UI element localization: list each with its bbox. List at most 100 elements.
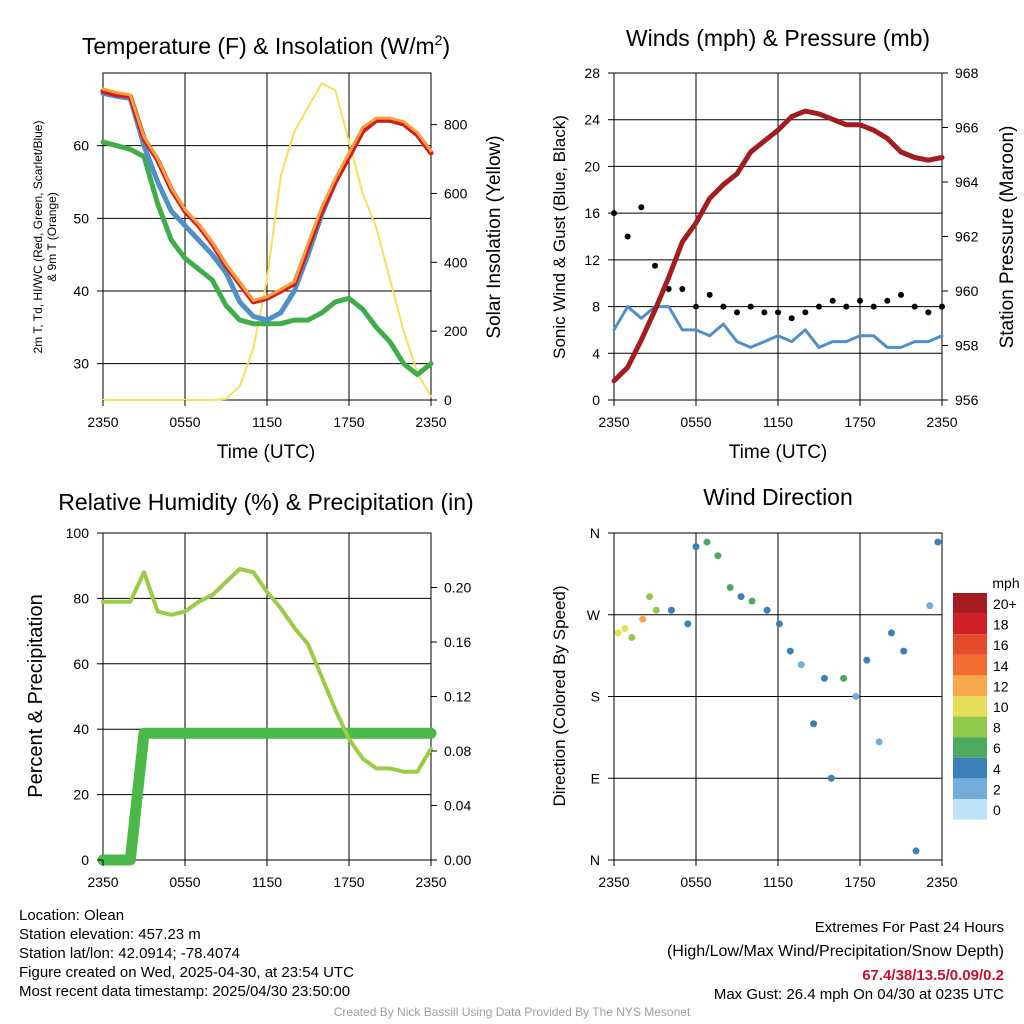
x-tick-label: 2350 [926,414,957,430]
right-tick-label: 962 [955,229,979,245]
dir-grid [614,533,942,860]
direction-point [639,615,647,623]
right-tick-label: 400 [444,254,468,270]
left-tick-label: 30 [73,356,89,372]
gust-point [693,303,699,310]
x-tick-label: 2350 [598,874,629,890]
x-tick-label: 1150 [763,414,793,430]
speed-legend-swatch [953,675,987,696]
direction-point [628,633,636,641]
series-station-pressure [611,108,945,384]
speed-legend-label: 12 [993,678,1009,694]
gust-point [761,309,768,316]
right-tick-label: 0.16 [444,634,471,650]
location-text: Location: Olean [19,907,125,924]
speed-legend-swatch [953,696,987,717]
direction-point [763,606,771,614]
series-sonic-wind [612,305,944,349]
direction-point [912,847,920,855]
wind-panel: Winds (mph) & Pressure (mb) 0 4 8 12 16 20 24 2… [550,25,1018,463]
gust-point [624,233,631,240]
wind-title: Winds (mph) & Pressure (mb) [626,25,930,51]
direction-point [748,597,756,605]
gust-point [802,309,809,316]
gust-point [884,297,891,304]
temp-ylabel-left-2: & 9m T (Orange) [45,192,59,282]
right-tick-label: 958 [955,338,979,354]
right-tick-label: 960 [955,283,979,299]
direction-point [934,538,942,546]
created-text: Figure created on Wed, 2025-04-30, at 23… [19,964,354,981]
speed-legend-swatch [953,778,987,799]
right-tick-label: 0.04 [444,798,471,814]
right-tick-label: 964 [955,174,979,190]
x-tick-label: 1750 [333,414,364,430]
x-tick-label: 1750 [333,874,364,890]
speed-legend-label: 4 [993,761,1001,777]
left-tick-label: 60 [73,656,89,672]
gust-point [665,286,672,293]
gust-point [706,291,713,298]
direction-point [621,624,629,632]
direction-point [714,552,722,560]
x-tick-label: 2350 [87,414,118,430]
left-tick-label: 12 [584,252,600,268]
x-tick-label: 2350 [598,414,629,430]
extremes-title: Extremes For Past 24 Hours [814,919,1004,936]
left-tick-label: 0 [81,852,89,868]
dir-left-axis: N E S W N [587,525,614,868]
speed-legend-label: 20+ [993,596,1017,612]
speed-legend-swatch [953,799,987,820]
gust-point [747,303,754,310]
speed-legend-label: 10 [993,699,1009,715]
left-tick-label: 40 [73,721,89,737]
x-tick-label: 0550 [169,874,200,890]
speed-legend-swatch [953,613,987,635]
speed-legend-swatch [953,757,987,779]
speed-legend-label: 8 [993,720,1001,736]
direction-point [900,647,908,655]
left-tick-label: 24 [584,112,600,128]
right-tick-label: 800 [444,117,468,133]
dir-x-axis: 2350 0550 1150 1750 2350 [598,860,958,890]
x-tick-label: 2350 [415,414,446,430]
gust-point [638,204,645,211]
right-tick-label: 0 [444,392,452,408]
series-precipitation [97,727,437,866]
left-tick-label: 60 [73,138,89,154]
direction-point [827,774,835,782]
direction-point [786,647,794,655]
rh-right-axis: 0.00 0.04 0.08 0.12 0.16 0.20 [431,580,471,868]
rh-panel: Relative Humidity (%) & Precipitation (i… [25,489,474,890]
direction-point [692,543,700,551]
wind-ylabel-left: Sonic Wind & Gust (Blue, Black) [550,115,569,359]
gust-point [843,303,850,310]
wind-xlabel: Time (UTC) [729,442,828,463]
elevation-text: Station elevation: 457.23 m [19,926,201,943]
gust-point [652,262,658,269]
credit-text: Created By Nick Bassill Using Data Provi… [333,1005,691,1019]
speed-legend-swatch [953,593,987,614]
temp-title: Temperature (F) & Insolation (W/m2) [82,32,450,59]
speed-legend-label: 6 [993,740,1001,756]
temp-left-axis: 30 40 50 60 [73,138,103,372]
left-tick-label: N [590,852,600,868]
temp-ylabel-left: 2m T, Td, HI/WC (Red, Green, Scarlet/Blu… [31,121,45,354]
gust-point [939,303,945,310]
wind-x-axis: 2350 0550 1150 1750 2350 [598,400,958,430]
gust-point [720,303,727,310]
speed-legend: mph 20+ 18 16 14 12 10 8 6 4 2 0 [953,575,1020,820]
direction-point [840,674,848,682]
direction-point [726,584,734,591]
speed-legend-swatch [953,737,987,758]
left-tick-label: 28 [584,65,600,81]
left-tick-label: 4 [592,345,600,361]
left-tick-label: 8 [592,299,600,315]
direction-point [797,661,805,669]
x-tick-label: 2350 [415,874,446,890]
direction-point [863,656,871,664]
wind-grid [614,73,942,400]
x-tick-label: 1150 [763,874,793,890]
gust-point [829,297,836,304]
left-tick-label: W [587,607,601,623]
